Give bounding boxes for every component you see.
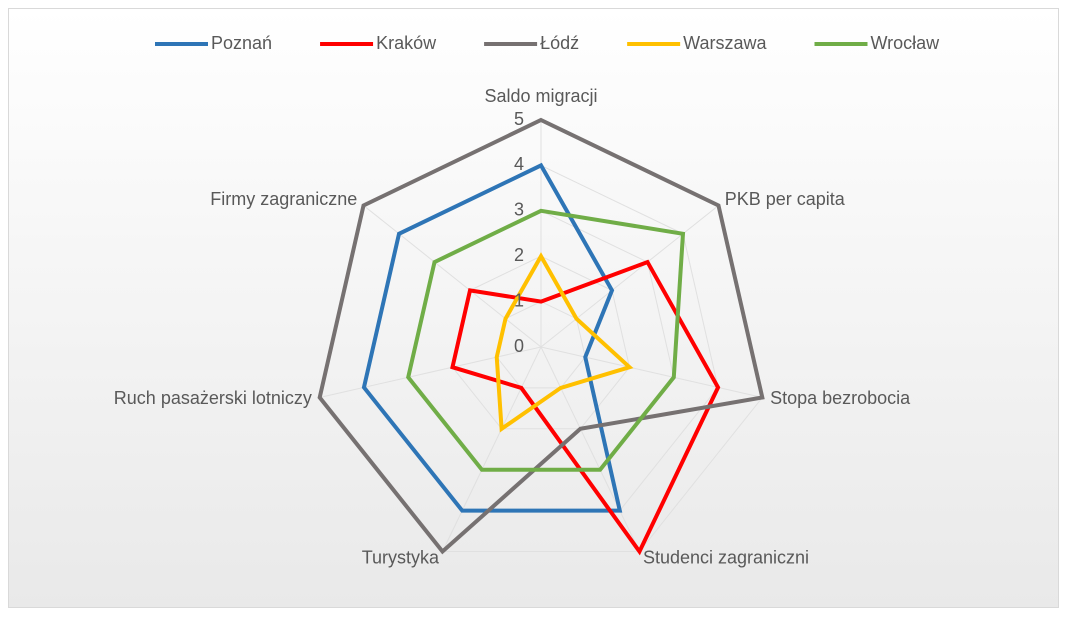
legend-label: Wrocław [871, 33, 941, 53]
r-tick-label: 1 [514, 290, 524, 310]
category-label: Ruch pasażerski lotniczy [114, 388, 312, 408]
r-tick-label: 3 [514, 200, 524, 220]
category-label: Saldo migracji [484, 86, 597, 106]
category-label: Turystyka [362, 547, 440, 567]
spoke [319, 346, 542, 398]
series-line [406, 208, 686, 472]
spoke [540, 346, 640, 552]
legend: Poznań Kraków Łódź Warszawa Wrocław [155, 33, 940, 53]
r-tick-label: 4 [514, 154, 524, 174]
spoke [363, 205, 542, 348]
plot: 0 1 2 3 4 5 Saldo migracji PKB per capita Stopa … [114, 86, 911, 568]
spoke [442, 346, 542, 552]
legend-label: Poznań [211, 33, 272, 53]
r-tick-label: 0 [514, 336, 524, 356]
series-line [361, 162, 623, 513]
legend-label: Warszawa [683, 33, 767, 53]
category-label: PKB per capita [725, 189, 846, 209]
category-label: Stopa bezrobocia [770, 388, 911, 408]
spoke [540, 346, 763, 398]
r-tick-label: 5 [514, 109, 524, 129]
legend-label: Kraków [376, 33, 437, 53]
spoke [540, 205, 719, 348]
chart-area [8, 8, 1059, 608]
legend-label: Łódź [540, 33, 579, 53]
r-tick-label: 2 [514, 245, 524, 265]
category-label: Studenci zagraniczni [643, 547, 809, 567]
series-line [317, 117, 765, 555]
series-line [494, 252, 634, 433]
category-label: Firmy zagraniczne [210, 189, 357, 209]
